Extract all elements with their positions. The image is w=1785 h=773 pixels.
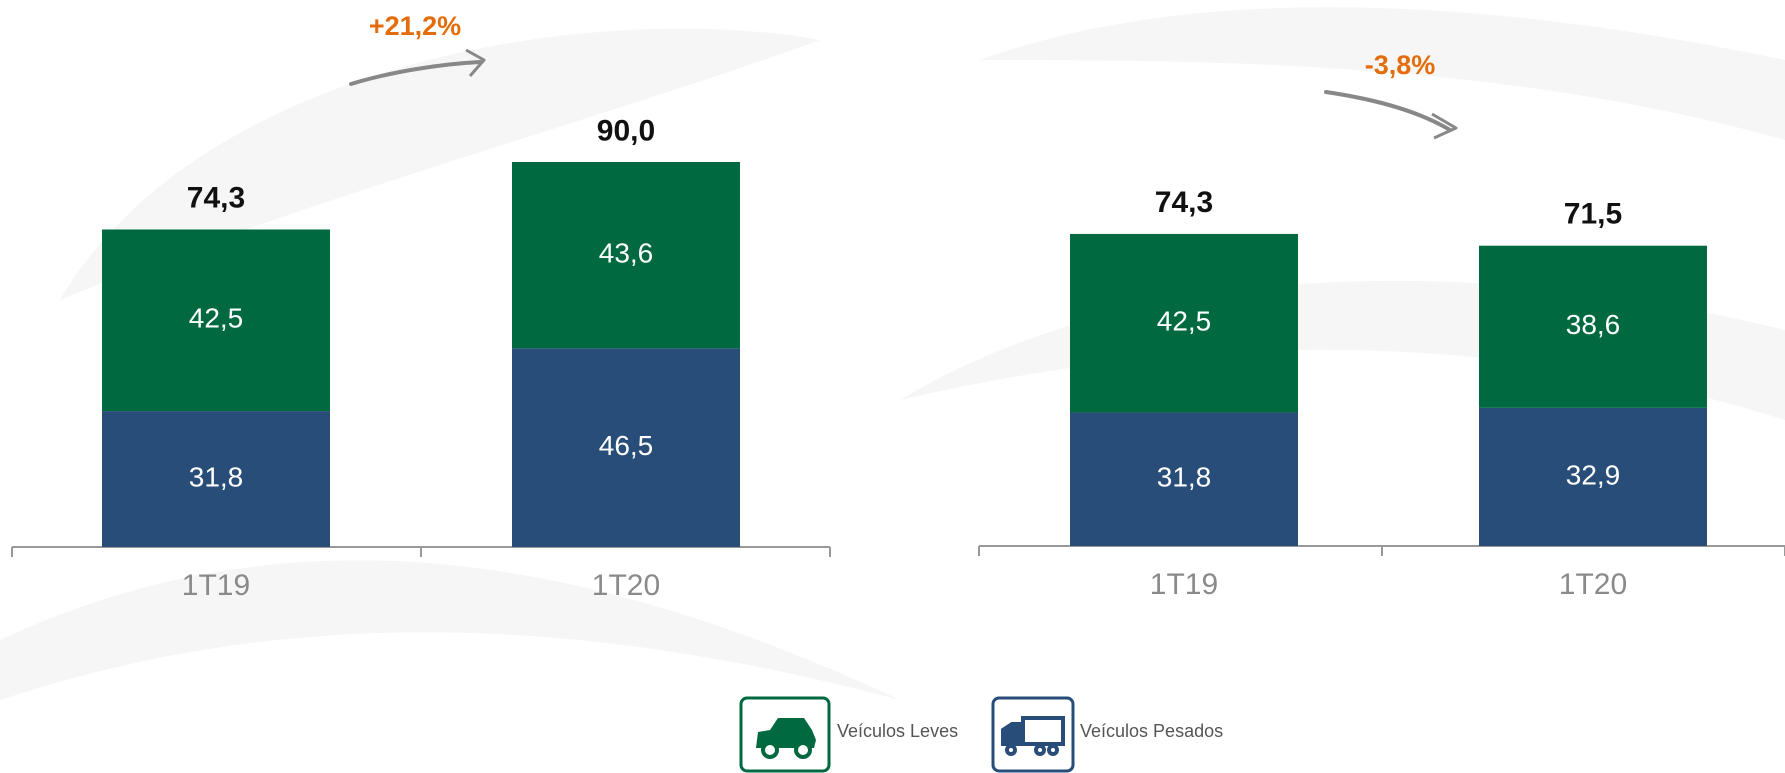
bar-segment bbox=[1070, 233, 1298, 413]
bar-segment bbox=[102, 229, 330, 412]
annotation-arrowhead bbox=[1431, 112, 1458, 140]
segment-label: 43,6 bbox=[599, 238, 654, 269]
bar-segment bbox=[1479, 407, 1707, 546]
bar-segment bbox=[102, 411, 330, 547]
legend-label: Veículos Pesados bbox=[1080, 721, 1223, 741]
total-label: 71,5 bbox=[1564, 198, 1622, 231]
annotation: -3,8% bbox=[1365, 50, 1436, 80]
segment-label: 32,9 bbox=[1566, 459, 1621, 490]
segment-label: 42,5 bbox=[189, 303, 244, 334]
annotation-arrowhead bbox=[465, 48, 486, 77]
legend-label: Veículos Leves bbox=[837, 721, 958, 741]
truck-icon bbox=[1001, 716, 1065, 756]
x-tick-label: 1T19 bbox=[182, 569, 250, 602]
segment-label: 31,8 bbox=[189, 461, 244, 492]
legend: Veículos Leves Veículos Pesados bbox=[739, 696, 1223, 773]
bar-segment bbox=[512, 161, 740, 349]
x-tick-label: 1T19 bbox=[1150, 568, 1218, 601]
x-tick-label: 1T20 bbox=[1559, 568, 1627, 601]
annotation: +21,2% bbox=[369, 11, 461, 41]
annotation-arrow bbox=[349, 60, 482, 86]
segment-label: 38,6 bbox=[1566, 309, 1621, 340]
bar-segment bbox=[1479, 245, 1707, 408]
segment-label: 46,5 bbox=[599, 430, 654, 461]
total-label: 74,3 bbox=[187, 181, 245, 214]
bar-segment bbox=[1070, 412, 1298, 546]
x-tick-label: 1T20 bbox=[592, 569, 660, 602]
total-label: 90,0 bbox=[597, 114, 655, 147]
total-label: 74,3 bbox=[1155, 186, 1213, 219]
bar-segment bbox=[512, 348, 740, 547]
segment-label: 42,5 bbox=[1157, 306, 1212, 337]
car-icon bbox=[756, 718, 816, 759]
segment-label: 31,8 bbox=[1157, 462, 1212, 493]
annotation-arrow bbox=[1324, 90, 1452, 132]
